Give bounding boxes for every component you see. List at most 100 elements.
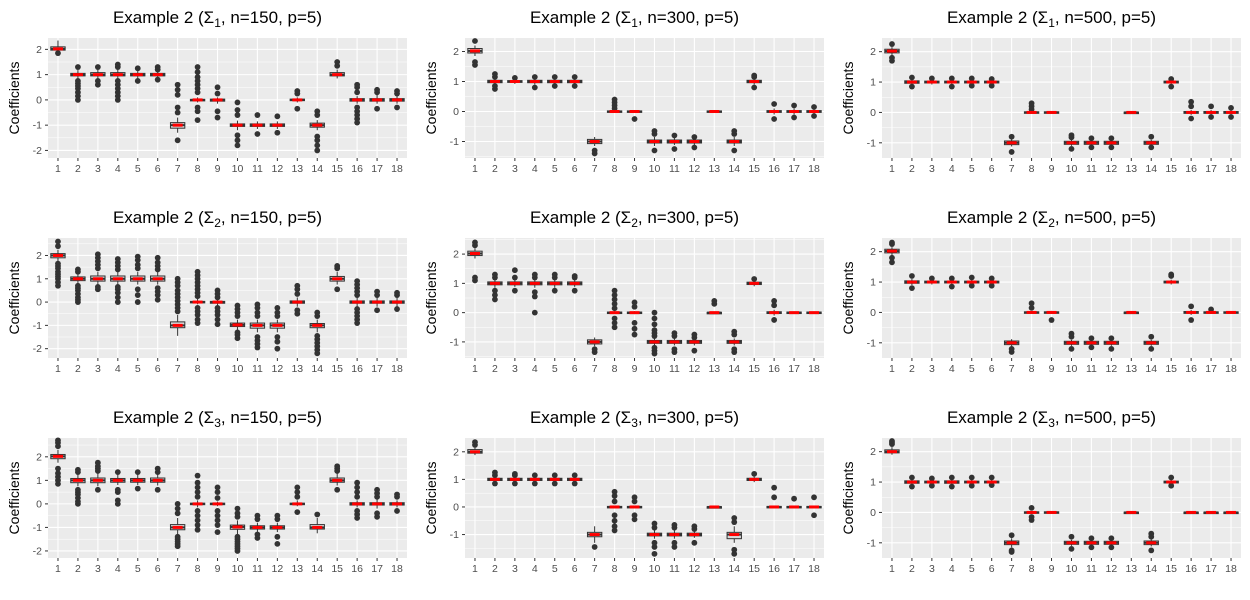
x-tick-label: 16 (768, 363, 780, 375)
outlier-point (651, 128, 658, 134)
box-13 (1123, 310, 1139, 315)
box-17 (1203, 510, 1219, 515)
plot-background (882, 238, 1241, 358)
outlier-point (354, 104, 361, 111)
outlier-point (1148, 133, 1155, 140)
y-tick-label: 1 (453, 474, 459, 486)
x-tick-label: 12 (689, 363, 701, 375)
outlier-point (194, 104, 201, 111)
box-3 (90, 459, 106, 493)
outlier-point (611, 488, 618, 495)
box-2 (70, 466, 86, 507)
outlier-point (394, 491, 400, 498)
outlier-point (731, 346, 738, 353)
outlier-point (611, 498, 618, 505)
x-tick-label: 9 (1049, 563, 1055, 575)
x-tick-label: 4 (949, 163, 955, 175)
outlier-point (294, 291, 301, 297)
box-5 (964, 474, 980, 489)
box-10 (229, 302, 246, 342)
outlier-point (214, 529, 221, 536)
chart-title-suffix: , n=500, p=5) (1055, 408, 1156, 427)
outlier-point (631, 512, 638, 519)
y-tick-label: -1 (33, 120, 42, 132)
box-12 (269, 113, 286, 136)
outlier-point (1068, 330, 1075, 337)
box-4 (944, 474, 960, 490)
box-5 (547, 271, 563, 294)
outlier-point (771, 317, 778, 323)
chart-title-prefix: Example 2 (Σ (947, 408, 1048, 427)
box-14 (726, 328, 742, 356)
box-1 (884, 239, 900, 266)
x-tick-label: 6 (572, 363, 578, 375)
box-17 (369, 486, 385, 520)
outlier-point (75, 282, 81, 289)
box-3 (924, 475, 940, 489)
outlier-point (472, 274, 478, 281)
outlier-point (194, 472, 201, 479)
x-tick-label: 12 (1106, 163, 1118, 175)
x-tick-label: 14 (311, 163, 323, 175)
outlier-point (234, 329, 241, 336)
x-tick-label: 5 (969, 363, 975, 375)
outlier-point (134, 253, 141, 260)
outlier-point (631, 494, 638, 501)
box-1 (884, 438, 900, 455)
x-tick-label: 4 (115, 363, 121, 375)
outlier-point (114, 256, 121, 262)
outlier-point (75, 486, 81, 493)
x-tick-label: 12 (689, 163, 701, 175)
outlier-point (194, 508, 201, 514)
box-9 (1043, 510, 1060, 514)
y-axis-label: Coefficients (6, 462, 22, 535)
box-18 (1223, 104, 1239, 120)
box-10 (1063, 330, 1080, 352)
box-10 (1063, 533, 1080, 552)
box-9 (1043, 310, 1060, 323)
box-11 (666, 330, 683, 356)
outlier-point (1108, 535, 1115, 542)
outlier-point (174, 109, 181, 116)
box-13 (289, 88, 305, 112)
y-tick-label: 0 (36, 498, 42, 510)
outlier-point (889, 54, 895, 61)
outlier-point (731, 550, 738, 557)
outlier-point (988, 482, 995, 488)
outlier-point (314, 142, 321, 149)
box-6 (567, 273, 583, 294)
box-7 (169, 500, 186, 550)
outlier-point (551, 287, 558, 294)
outlier-point (909, 74, 915, 81)
box-6 (150, 64, 166, 83)
outlier-point (611, 287, 618, 294)
outlier-point (1148, 333, 1155, 340)
x-tick-label: 1 (55, 363, 61, 375)
outlier-point (611, 292, 618, 298)
outlier-point (274, 334, 281, 340)
outlier-point (691, 144, 698, 151)
x-tick-label: 18 (391, 363, 403, 375)
x-tick-label: 2 (492, 563, 498, 575)
chart-title: Example 2 (Σ3, n=500, p=5) (947, 408, 1156, 430)
chart-title-prefix: Example 2 (Σ (113, 208, 214, 227)
outlier-point (472, 439, 478, 446)
box-1 (884, 41, 900, 64)
outlier-point (671, 539, 678, 546)
y-tick-label: 1 (870, 277, 876, 289)
outlier-point (194, 517, 201, 524)
box-15 (746, 470, 762, 483)
outlier-point (492, 83, 498, 89)
outlier-point (771, 101, 778, 107)
outlier-point (948, 283, 955, 290)
y-tick-label: 2 (36, 451, 42, 463)
panel-8: -1 0 1 2 1 2 3 4 5 6 7 8 9 10 11 12 13 14 15 16 17 18 Example … (417, 400, 833, 600)
outlier-point (1028, 300, 1035, 307)
outlier-point (531, 289, 538, 296)
outlier-point (492, 469, 498, 476)
outlier-point (154, 64, 161, 70)
x-tick-label: 8 (612, 563, 618, 575)
outlier-point (909, 285, 915, 292)
box-2 (487, 469, 503, 487)
